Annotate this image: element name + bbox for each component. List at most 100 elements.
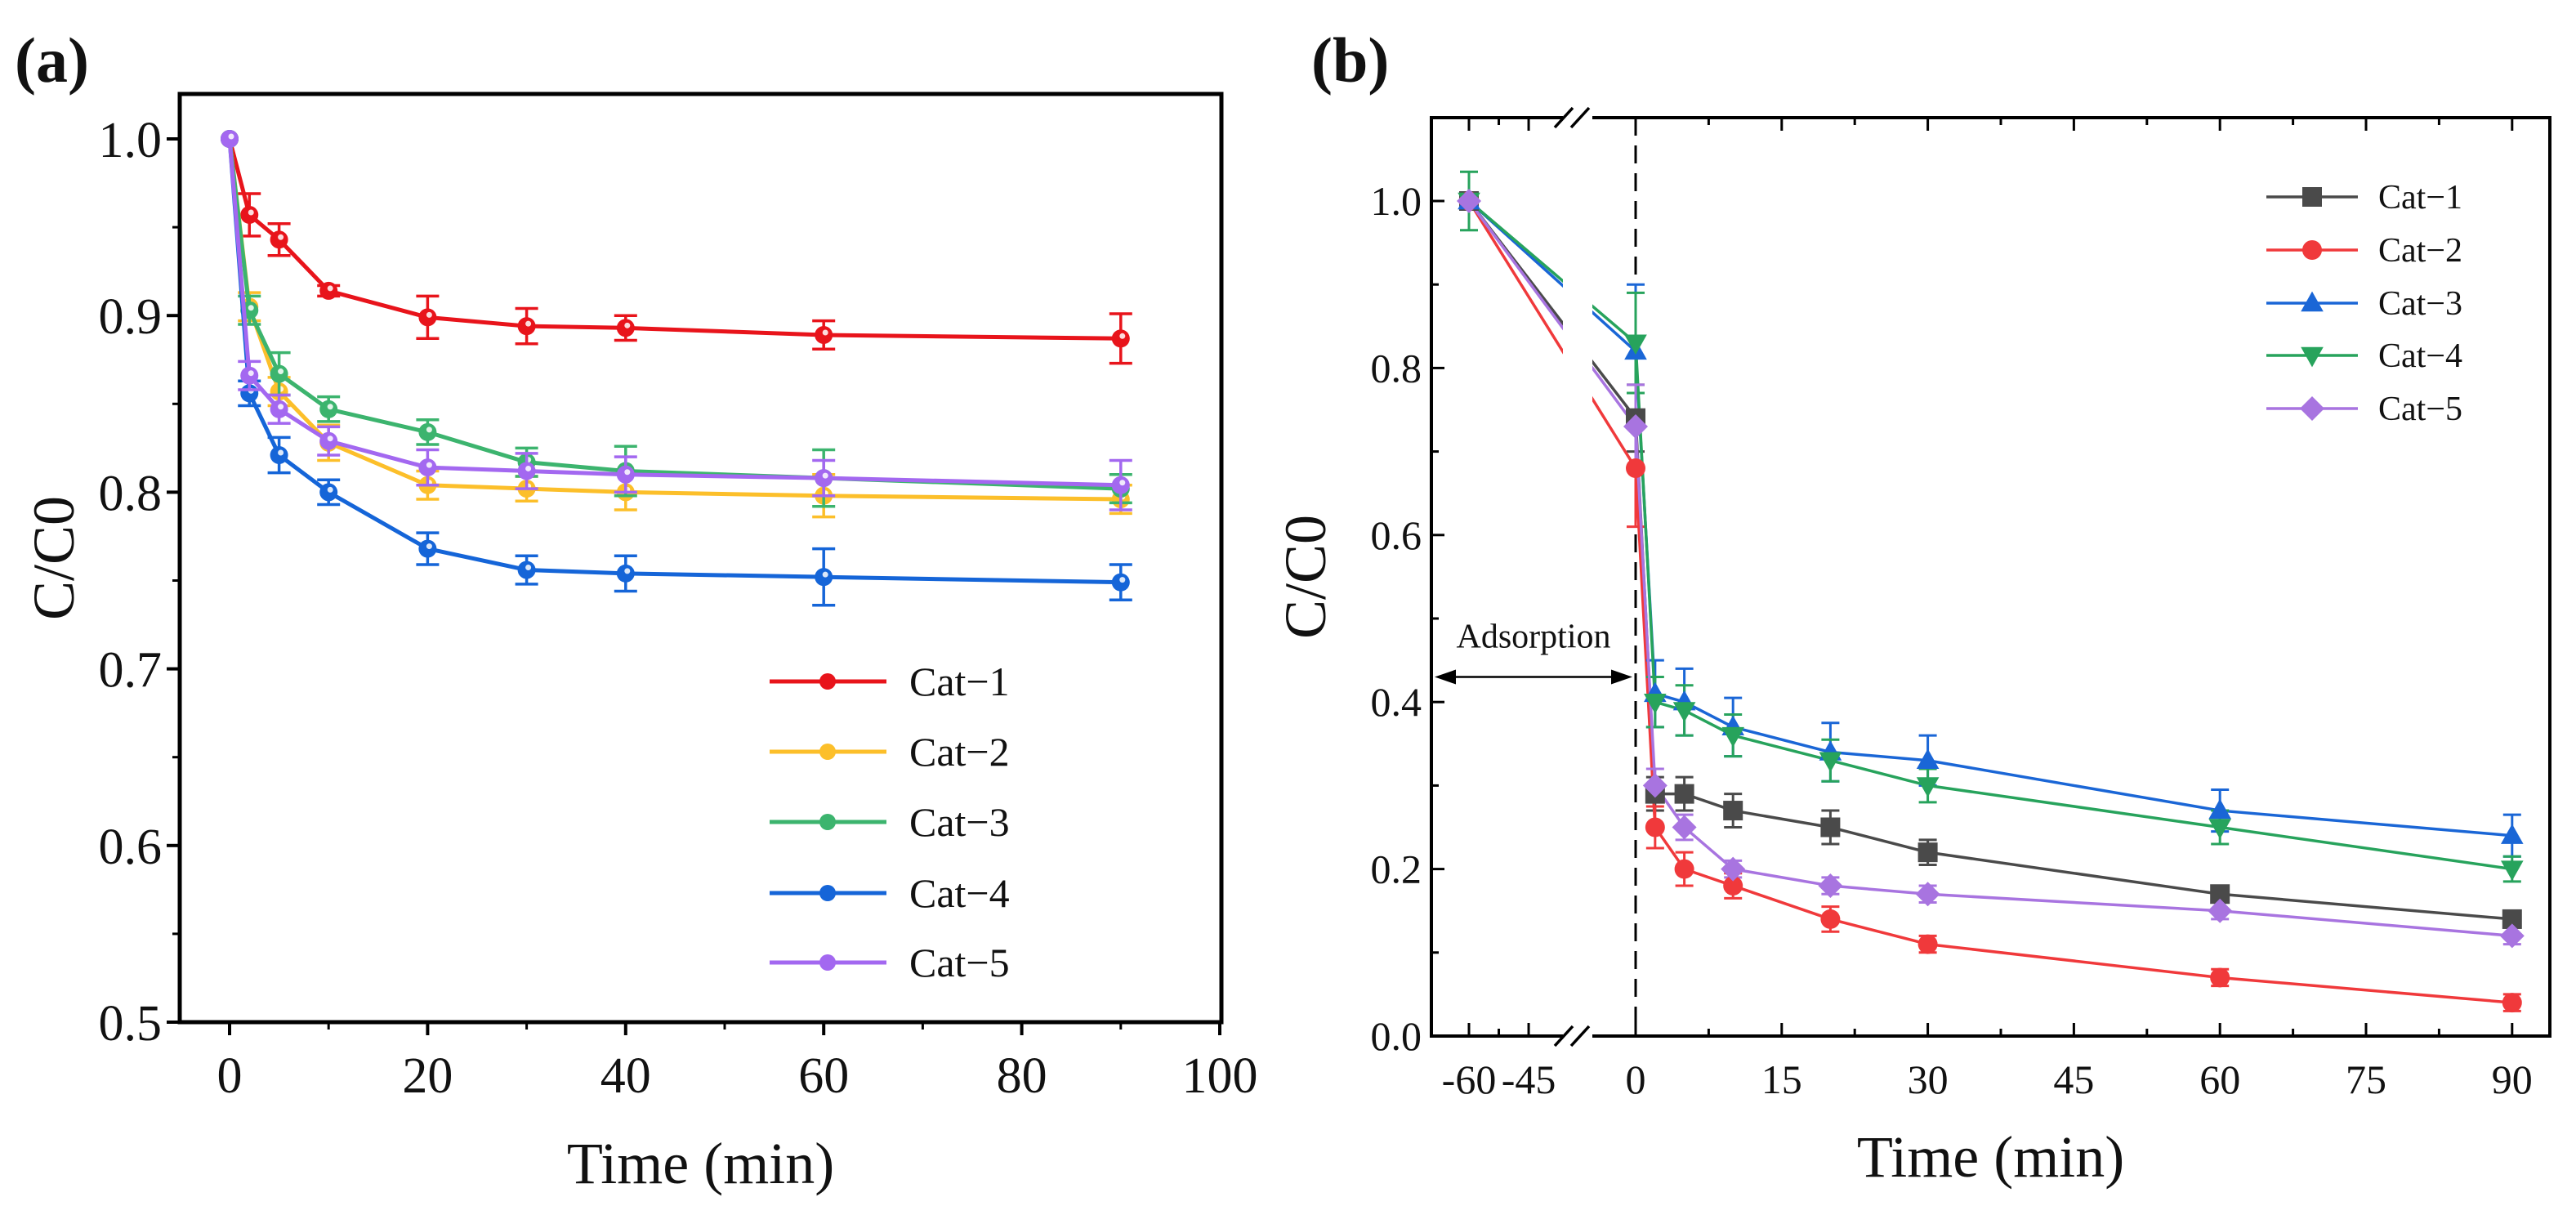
legend-label: Cat−5	[909, 940, 1010, 985]
legend-marker	[2300, 396, 2324, 421]
axis-break-gap	[1563, 109, 1592, 1044]
data-point-highlight	[228, 133, 234, 140]
data-point-highlight	[822, 329, 828, 336]
series-4	[221, 130, 1132, 607]
legend-item: Cat−4	[770, 870, 1010, 916]
data-point	[815, 568, 833, 587]
data-point-highlight	[426, 311, 432, 318]
data-point	[319, 400, 338, 418]
series-5	[221, 130, 1132, 511]
data-point	[2501, 860, 2524, 881]
data-point-highlight	[426, 543, 432, 550]
x-axis-title: Time (min)	[567, 1131, 834, 1196]
series-4-markers	[1458, 192, 2524, 881]
series-1	[1460, 191, 2521, 929]
data-point	[1818, 873, 1843, 899]
series-3-markers	[1458, 189, 2524, 844]
data-point	[270, 445, 288, 464]
x-tick-label: 0	[1626, 1056, 1646, 1102]
legend-item: Cat−3	[2266, 285, 2462, 323]
data-point	[2208, 819, 2231, 839]
data-point-highlight	[525, 320, 532, 327]
y-tick-label: 1.0	[1371, 178, 1422, 224]
series-2-markers	[1459, 191, 2522, 1013]
series-line	[227, 138, 1121, 488]
data-point	[319, 431, 338, 450]
data-point	[418, 308, 437, 327]
legend-label: Cat−3	[909, 799, 1010, 845]
series-5-markers	[1457, 189, 2525, 949]
x-tick-label: 45	[2053, 1056, 2094, 1102]
legend-label: Cat−1	[2378, 179, 2462, 217]
y-tick-label: 0.7	[99, 643, 163, 699]
data-point	[270, 230, 288, 249]
data-point	[616, 319, 635, 337]
series-line	[227, 138, 1121, 585]
data-point-highlight	[822, 472, 828, 479]
data-point	[1626, 458, 1645, 479]
data-point-highlight	[278, 234, 284, 240]
data-point	[2210, 967, 2230, 988]
y-tick-label: 0.9	[99, 289, 163, 345]
data-point-highlight	[248, 209, 254, 216]
legend-marker	[819, 744, 836, 760]
y-tick-label: 0.4	[1371, 679, 1422, 725]
data-point-highlight	[624, 322, 631, 328]
axis-break-icon	[1553, 106, 1591, 129]
arrow-right-icon	[1611, 669, 1632, 685]
data-point-highlight	[1119, 577, 1126, 583]
data-point	[1674, 859, 1694, 879]
series-line	[1467, 199, 2512, 838]
legend-label: Cat−4	[2378, 337, 2462, 375]
y-tick-label: 0.6	[1371, 512, 1422, 558]
legend-marker	[2302, 187, 2322, 207]
data-point	[418, 458, 437, 477]
data-point	[2502, 993, 2522, 1013]
legend-marker	[2302, 240, 2322, 260]
data-point	[1723, 801, 1743, 821]
data-point	[1642, 773, 1667, 798]
legend-item: Cat−1	[770, 659, 1010, 704]
legend-marker	[2301, 291, 2324, 312]
series-line	[1467, 199, 2512, 921]
data-point	[270, 364, 288, 383]
series-line	[1467, 199, 2512, 938]
data-point	[1674, 784, 1694, 804]
data-point	[815, 325, 833, 344]
data-point	[1915, 882, 1940, 907]
data-point	[1457, 189, 1481, 213]
y-tick-label: 0.8	[99, 466, 163, 521]
data-point	[319, 281, 338, 300]
legend-item: Cat−2	[2266, 232, 2462, 270]
data-point	[221, 130, 239, 148]
data-point-highlight	[278, 449, 284, 456]
data-point-highlight	[327, 404, 333, 410]
data-point	[2208, 798, 2231, 820]
data-point	[2499, 923, 2525, 949]
data-point	[1111, 329, 1130, 348]
legend-item: Cat−1	[2266, 179, 2462, 217]
data-point-highlight	[426, 427, 432, 433]
data-point	[1672, 815, 1697, 840]
data-point	[815, 469, 833, 488]
legend-marker	[819, 885, 836, 901]
y-axis-title: C/C0	[1273, 515, 1338, 639]
data-point	[1917, 842, 1938, 863]
panel-b-label: (b)	[1311, 25, 1389, 96]
x-tick-label: 80	[997, 1048, 1047, 1104]
data-point	[517, 561, 536, 579]
legend-label: Cat−3	[2378, 285, 2462, 323]
data-point	[1623, 413, 1648, 439]
y-tick-label: 0.6	[99, 820, 163, 875]
data-point-highlight	[278, 368, 284, 375]
data-point	[1721, 726, 1744, 748]
series-1-markers	[1459, 191, 2522, 929]
x-tick-label: 60	[2199, 1056, 2240, 1102]
y-axis-title: C/C0	[21, 496, 87, 620]
x-tick-label: -45	[1502, 1056, 1556, 1102]
data-point	[1111, 476, 1130, 494]
legend-label: Cat−2	[2378, 232, 2462, 270]
data-point	[1624, 334, 1647, 355]
series-3	[1460, 191, 2521, 858]
legend-marker	[2301, 346, 2324, 368]
